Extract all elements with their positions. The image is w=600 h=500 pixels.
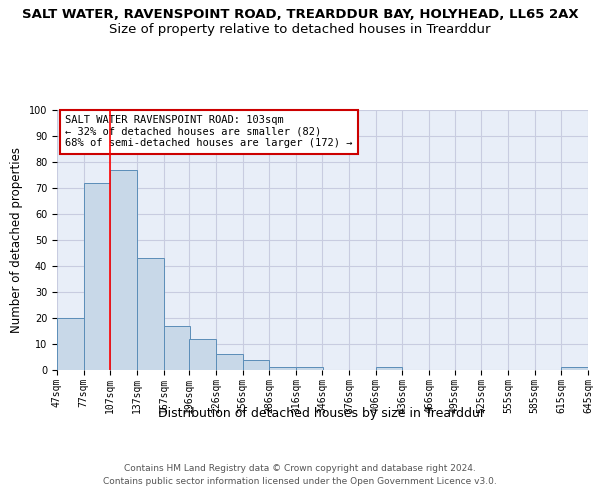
Bar [190,339,216,370]
Text: SALT WATER, RAVENSPOINT ROAD, TREARDDUR BAY, HOLYHEAD, LL65 2AX: SALT WATER, RAVENSPOINT ROAD, TREARDDUR … [22,8,578,20]
Text: Contains HM Land Registry data © Crown copyright and database right 2024.
Contai: Contains HM Land Registry data © Crown c… [103,464,497,485]
Text: Distribution of detached houses by size in Trearddur: Distribution of detached houses by size … [157,408,485,420]
Text: SALT WATER RAVENSPOINT ROAD: 103sqm
← 32% of detached houses are smaller (82)
68: SALT WATER RAVENSPOINT ROAD: 103sqm ← 32… [65,115,352,148]
Bar [376,368,403,370]
Bar [296,368,323,370]
Bar [269,368,296,370]
Bar [562,368,588,370]
Bar [57,318,83,370]
Bar [83,183,110,370]
Bar [216,354,242,370]
Bar [164,326,190,370]
Y-axis label: Number of detached properties: Number of detached properties [10,147,23,333]
Bar [137,258,164,370]
Text: Size of property relative to detached houses in Trearddur: Size of property relative to detached ho… [109,22,491,36]
Bar [110,170,137,370]
Bar [242,360,269,370]
